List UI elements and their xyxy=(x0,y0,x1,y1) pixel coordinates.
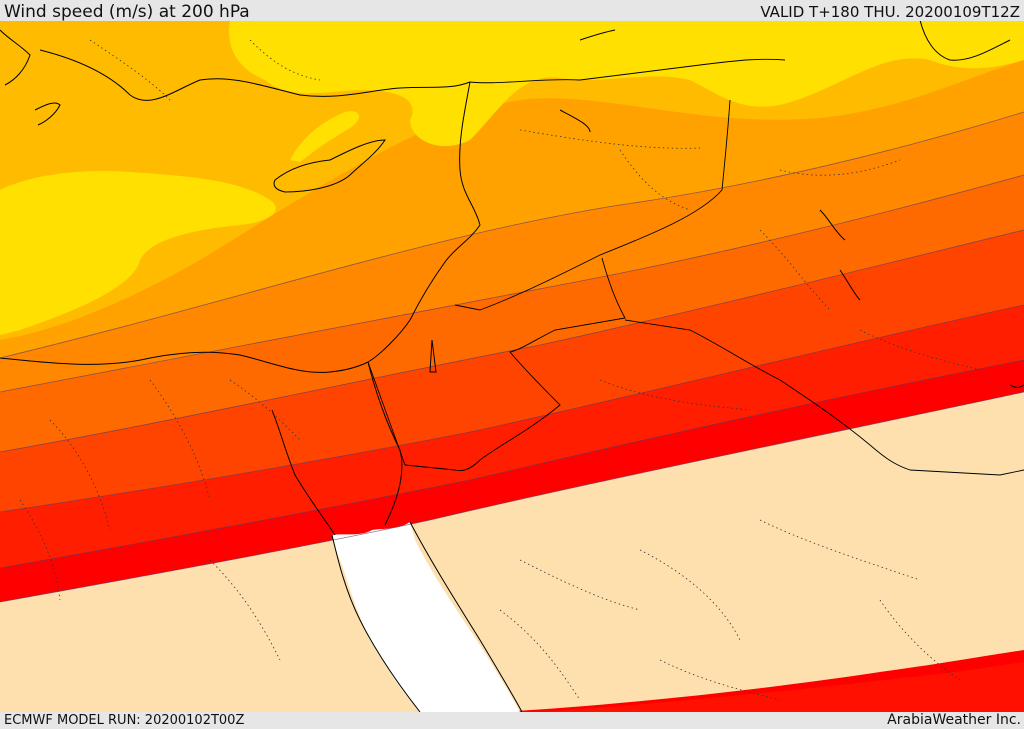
internal-borders xyxy=(19,39,981,701)
header-bar: Wind speed (m/s) at 200 hPa VALID T+180 … xyxy=(0,0,1024,21)
wind-band-south-streak-edge xyxy=(540,662,1024,712)
borders xyxy=(367,58,1024,476)
credit: ArabiaWeather Inc. xyxy=(887,712,1021,728)
wind-band-1-north xyxy=(229,21,1024,147)
red-sea xyxy=(332,522,520,712)
valid-time: VALID T+180 THU. 20200109T12Z xyxy=(760,3,1020,21)
wind-band-1-west xyxy=(0,170,276,335)
model-run: ECMWF MODEL RUN: 20200102T00Z xyxy=(4,713,245,728)
wind-band-1-cyprus xyxy=(290,111,360,162)
footer-bar xyxy=(0,712,1024,729)
wind-speed-map xyxy=(0,21,1024,712)
map-title: Wind speed (m/s) at 200 hPa xyxy=(4,2,250,22)
